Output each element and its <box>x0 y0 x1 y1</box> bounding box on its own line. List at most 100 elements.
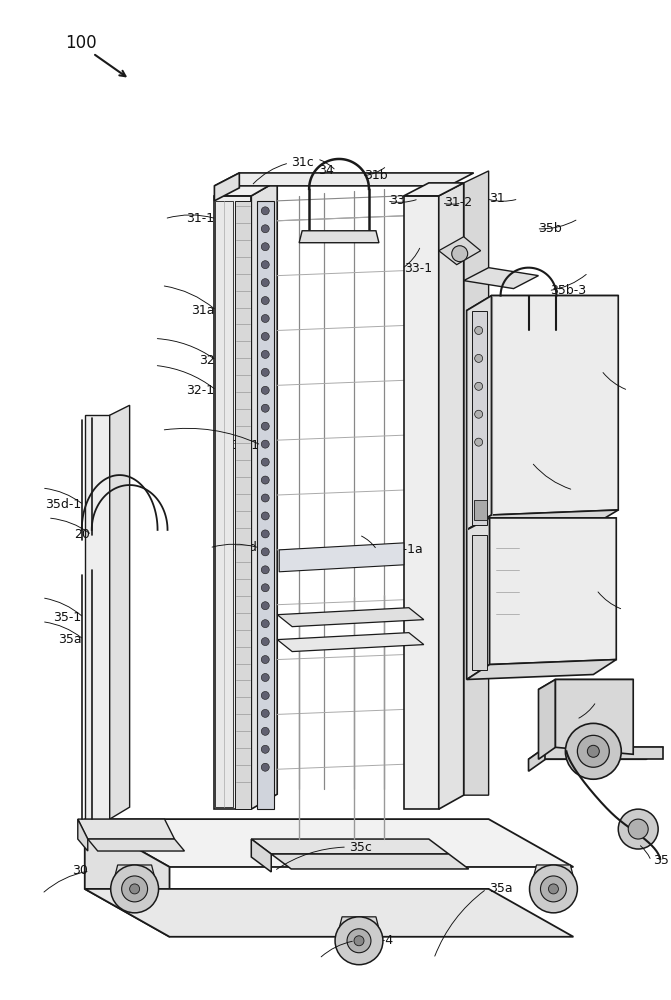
Circle shape <box>130 884 140 894</box>
Polygon shape <box>115 865 154 877</box>
Circle shape <box>261 261 269 269</box>
Polygon shape <box>467 518 490 679</box>
Polygon shape <box>78 819 174 839</box>
Text: 32-1: 32-1 <box>187 384 215 397</box>
Polygon shape <box>492 296 618 515</box>
Circle shape <box>261 315 269 322</box>
Polygon shape <box>215 201 234 807</box>
Polygon shape <box>529 747 663 759</box>
Text: 35b-3: 35b-3 <box>550 284 586 297</box>
Text: 31-2: 31-2 <box>444 196 472 209</box>
Text: 35d-1: 35d-1 <box>46 498 82 511</box>
Text: 35b-4: 35b-4 <box>357 934 393 947</box>
Circle shape <box>121 876 148 902</box>
Polygon shape <box>529 747 546 771</box>
Circle shape <box>261 404 269 412</box>
Circle shape <box>261 548 269 556</box>
Circle shape <box>261 350 269 358</box>
Polygon shape <box>78 819 88 851</box>
Polygon shape <box>85 819 170 937</box>
Polygon shape <box>533 865 574 877</box>
Circle shape <box>261 494 269 502</box>
Polygon shape <box>271 854 468 869</box>
Polygon shape <box>215 173 474 186</box>
Circle shape <box>354 936 364 946</box>
Text: 34-1: 34-1 <box>231 439 259 452</box>
Polygon shape <box>257 201 274 809</box>
Polygon shape <box>539 679 633 689</box>
Text: 31b: 31b <box>364 169 388 182</box>
Circle shape <box>261 368 269 376</box>
Text: 31-1: 31-1 <box>187 212 215 225</box>
Circle shape <box>261 243 269 251</box>
Polygon shape <box>467 510 618 530</box>
Polygon shape <box>299 231 379 243</box>
Polygon shape <box>277 633 424 652</box>
Circle shape <box>474 382 482 390</box>
Polygon shape <box>236 201 252 809</box>
Circle shape <box>628 819 648 839</box>
Polygon shape <box>472 311 486 525</box>
Text: 35-1: 35-1 <box>54 611 82 624</box>
Circle shape <box>261 727 269 735</box>
Text: 35b: 35b <box>539 222 562 235</box>
Circle shape <box>261 674 269 681</box>
Polygon shape <box>472 535 486 670</box>
Circle shape <box>261 602 269 610</box>
Polygon shape <box>467 518 616 530</box>
Circle shape <box>452 246 468 262</box>
Polygon shape <box>215 181 277 196</box>
Text: 10: 10 <box>578 713 595 726</box>
Polygon shape <box>474 500 486 520</box>
Text: 31: 31 <box>488 192 505 205</box>
Circle shape <box>540 876 566 902</box>
Circle shape <box>261 584 269 592</box>
Polygon shape <box>339 917 379 929</box>
Polygon shape <box>490 518 616 665</box>
Polygon shape <box>556 679 633 754</box>
Text: 33-1: 33-1 <box>404 262 432 275</box>
Polygon shape <box>464 171 488 795</box>
Text: 35a: 35a <box>488 882 512 895</box>
Circle shape <box>261 207 269 215</box>
Circle shape <box>111 865 158 913</box>
Text: 35d: 35d <box>234 541 257 554</box>
Circle shape <box>261 745 269 753</box>
Circle shape <box>566 723 621 779</box>
Polygon shape <box>252 181 277 809</box>
Polygon shape <box>467 296 492 530</box>
Text: 100: 100 <box>65 34 97 52</box>
Polygon shape <box>439 237 480 265</box>
Text: 31c: 31c <box>291 156 314 169</box>
Circle shape <box>474 354 482 362</box>
Text: 30: 30 <box>72 864 88 877</box>
Polygon shape <box>404 196 439 809</box>
Circle shape <box>261 440 269 448</box>
Text: 40: 40 <box>533 456 550 469</box>
Text: 20: 20 <box>74 528 90 541</box>
Circle shape <box>261 225 269 233</box>
Polygon shape <box>404 183 464 196</box>
Text: 50: 50 <box>599 583 615 596</box>
Text: 60: 60 <box>603 364 619 377</box>
Text: 35a: 35a <box>58 633 82 646</box>
Polygon shape <box>109 405 130 819</box>
Circle shape <box>548 884 558 894</box>
Circle shape <box>261 332 269 340</box>
Text: 33: 33 <box>389 194 405 207</box>
Polygon shape <box>464 268 539 289</box>
Polygon shape <box>439 183 464 809</box>
Circle shape <box>474 438 482 446</box>
Circle shape <box>335 917 383 965</box>
Circle shape <box>261 656 269 664</box>
Circle shape <box>474 326 482 334</box>
Circle shape <box>261 620 269 628</box>
Polygon shape <box>215 173 240 201</box>
Polygon shape <box>279 543 404 572</box>
Polygon shape <box>467 660 616 679</box>
Circle shape <box>261 458 269 466</box>
Polygon shape <box>539 679 556 759</box>
Text: 31a: 31a <box>191 304 215 317</box>
Circle shape <box>529 865 577 913</box>
Polygon shape <box>546 747 663 759</box>
